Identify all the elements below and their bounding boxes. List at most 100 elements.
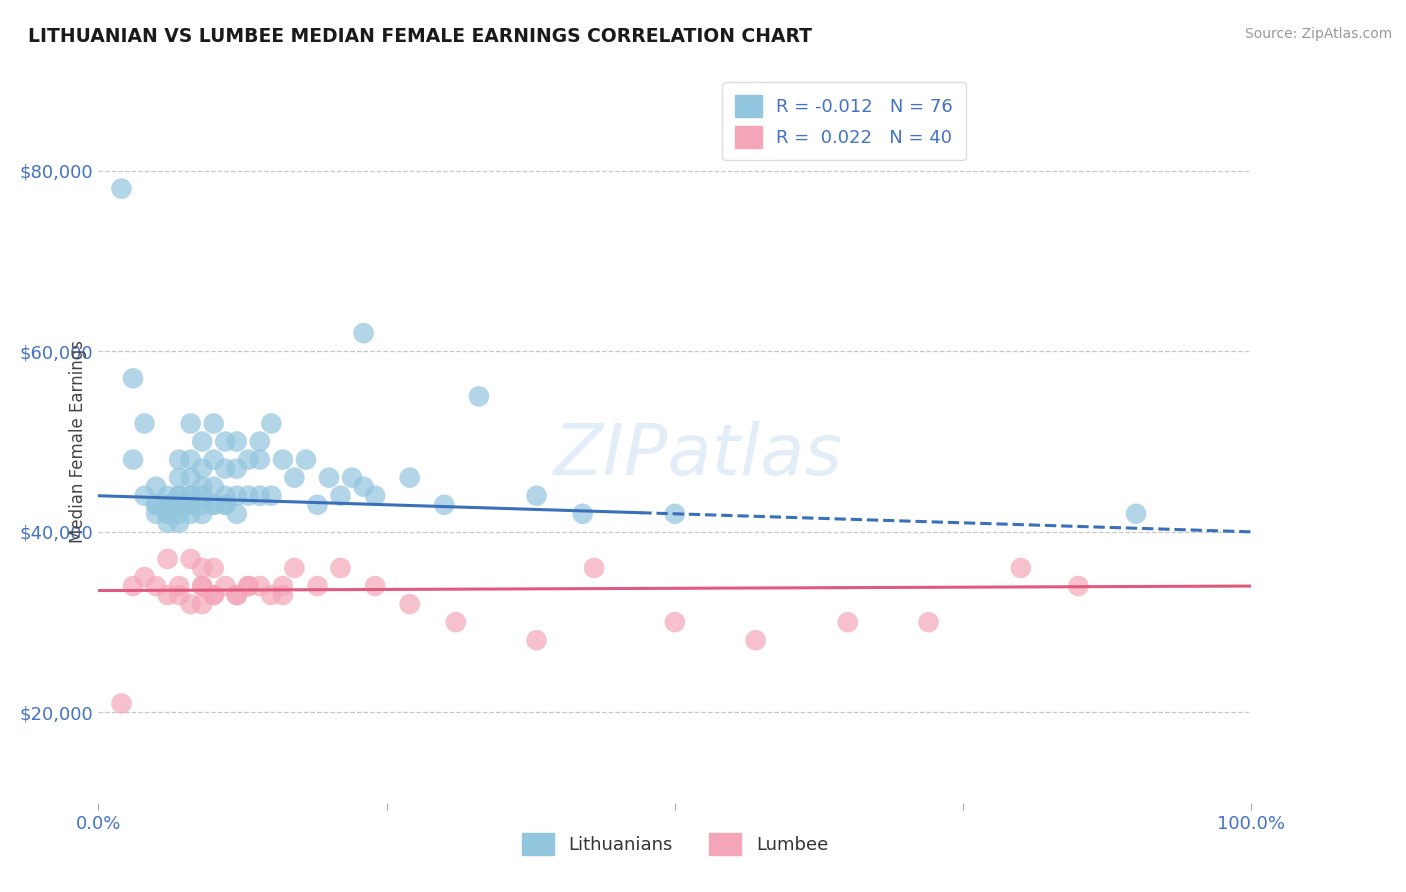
Point	[202, 452, 225, 467]
Point	[340, 470, 363, 484]
Point	[180, 597, 202, 611]
Point	[180, 452, 202, 467]
Point	[180, 417, 202, 431]
Point	[318, 470, 340, 484]
Point	[122, 371, 145, 385]
Point	[364, 489, 387, 503]
Point	[271, 579, 294, 593]
Text: Source: ZipAtlas.com: Source: ZipAtlas.com	[1244, 27, 1392, 41]
Point	[225, 588, 247, 602]
Point	[283, 470, 305, 484]
Point	[191, 507, 214, 521]
Point	[191, 561, 214, 575]
Point	[249, 452, 271, 467]
Text: LITHUANIAN VS LUMBEE MEDIAN FEMALE EARNINGS CORRELATION CHART: LITHUANIAN VS LUMBEE MEDIAN FEMALE EARNI…	[28, 27, 813, 45]
Point	[214, 498, 236, 512]
Point	[271, 588, 294, 602]
Point	[225, 588, 247, 602]
Point	[145, 579, 167, 593]
Point	[180, 489, 202, 503]
Point	[238, 579, 260, 593]
Point	[134, 417, 156, 431]
Point	[238, 489, 260, 503]
Point	[156, 498, 179, 512]
Point	[167, 489, 190, 503]
Point	[167, 498, 190, 512]
Point	[214, 434, 236, 449]
Point	[156, 516, 179, 530]
Point	[156, 588, 179, 602]
Point	[260, 489, 283, 503]
Point	[167, 507, 190, 521]
Point	[202, 588, 225, 602]
Point	[180, 489, 202, 503]
Point	[191, 480, 214, 494]
Point	[364, 579, 387, 593]
Point	[526, 489, 548, 503]
Point	[202, 498, 225, 512]
Point	[433, 498, 456, 512]
Point	[837, 615, 859, 630]
Point	[110, 697, 132, 711]
Point	[271, 452, 294, 467]
Point	[191, 498, 214, 512]
Point	[225, 489, 247, 503]
Point	[202, 588, 225, 602]
Point	[134, 570, 156, 584]
Point	[145, 498, 167, 512]
Point	[191, 597, 214, 611]
Point	[191, 579, 214, 593]
Point	[191, 579, 214, 593]
Point	[214, 579, 236, 593]
Point	[167, 498, 190, 512]
Point	[167, 579, 190, 593]
Y-axis label: Median Female Earnings: Median Female Earnings	[69, 340, 87, 543]
Point	[353, 480, 375, 494]
Point	[214, 461, 236, 475]
Point	[156, 507, 179, 521]
Point	[167, 452, 190, 467]
Point	[249, 579, 271, 593]
Point	[398, 470, 420, 484]
Point	[260, 588, 283, 602]
Legend: Lithuanians, Lumbee: Lithuanians, Lumbee	[515, 826, 835, 863]
Point	[664, 507, 686, 521]
Point	[468, 389, 491, 403]
Point	[225, 461, 247, 475]
Point	[180, 552, 202, 566]
Point	[917, 615, 939, 630]
Point	[238, 579, 260, 593]
Point	[202, 417, 225, 431]
Point	[664, 615, 686, 630]
Point	[238, 452, 260, 467]
Point	[134, 489, 156, 503]
Point	[225, 507, 247, 521]
Point	[191, 489, 214, 503]
Point	[122, 579, 145, 593]
Point	[110, 181, 132, 195]
Point	[167, 489, 190, 503]
Point	[583, 561, 606, 575]
Point	[249, 489, 271, 503]
Point	[444, 615, 467, 630]
Point	[180, 470, 202, 484]
Point	[145, 498, 167, 512]
Point	[283, 561, 305, 575]
Point	[214, 498, 236, 512]
Point	[353, 326, 375, 340]
Point	[571, 507, 593, 521]
Point	[214, 489, 236, 503]
Point	[307, 579, 329, 593]
Point	[1010, 561, 1032, 575]
Point	[202, 498, 225, 512]
Point	[180, 498, 202, 512]
Point	[260, 417, 283, 431]
Point	[167, 588, 190, 602]
Point	[307, 498, 329, 512]
Point	[167, 516, 190, 530]
Point	[122, 452, 145, 467]
Point	[156, 489, 179, 503]
Point	[191, 434, 214, 449]
Point	[156, 507, 179, 521]
Point	[1125, 507, 1147, 521]
